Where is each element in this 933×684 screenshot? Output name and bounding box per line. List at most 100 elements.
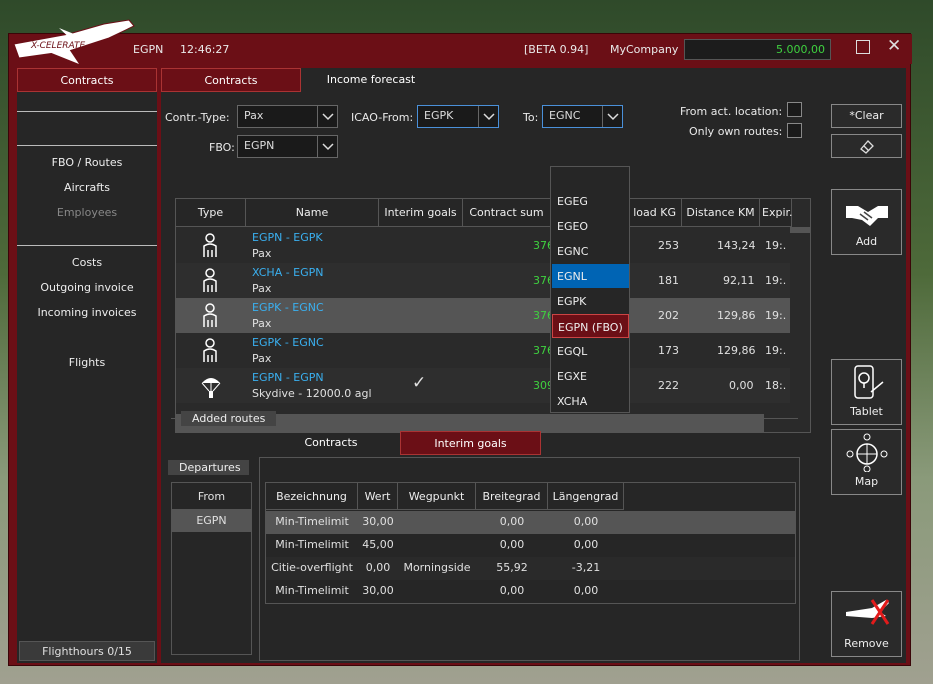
dropdown-option[interactable]: EGEG — [557, 195, 588, 208]
dropdown-option[interactable]: XCHA — [557, 395, 588, 408]
column-header-wegpunkt[interactable]: Wegpunkt — [398, 483, 476, 510]
column-header-bezeichnung[interactable]: Bezeichnung — [266, 483, 358, 510]
distance-km: 92,11 — [723, 274, 755, 287]
contracts-grid: Type Name Interim goals Contract sum loa… — [175, 198, 811, 433]
icao-from-select[interactable]: EGPK — [417, 105, 499, 128]
added-routes-section-label: Added routes — [181, 411, 277, 426]
cell-bezeichnung: Citie-overflight — [271, 561, 353, 574]
load-kg: 202 — [658, 309, 679, 322]
column-header-breitegrad[interactable]: Breitegrad — [476, 483, 548, 510]
contract-sum: 376 — [533, 239, 554, 252]
from-act-location-checkbox[interactable] — [787, 102, 802, 117]
table-row[interactable]: Citie-overflight 0,00 Morningside 55,92 … — [266, 557, 795, 580]
reset-filter-button[interactable] — [831, 134, 902, 158]
route-label: EGPK - EGNC — [252, 336, 324, 349]
cell-wert: 45,00 — [362, 538, 394, 551]
sidebar-contracts-button[interactable]: Contracts — [17, 68, 157, 92]
load-kg: 173 — [658, 344, 679, 357]
table-row[interactable]: XCHA - EGPN Pax 376 181 92,11 19:. — [176, 263, 792, 298]
remove-button[interactable]: Remove — [831, 591, 902, 657]
clear-button[interactable]: *Clear — [831, 104, 902, 128]
dropdown-empty-option[interactable] — [552, 169, 629, 191]
tablet-button[interactable]: Tablet — [831, 359, 902, 425]
sidebar-item-employees[interactable]: Employees — [56, 206, 118, 219]
divider — [17, 111, 157, 112]
interim-goals-table: Bezeichnung Wert Wegpunkt Breitegrad Län… — [265, 482, 796, 604]
sidebar-item-incoming-invoices[interactable]: Incoming invoices — [37, 306, 137, 319]
fbo-select[interactable]: EGPN — [237, 135, 338, 158]
tab-contracts[interactable]: Contracts — [161, 68, 301, 92]
expiration: 19:. — [765, 274, 787, 287]
sidebar-item-aircrafts[interactable]: Aircrafts — [64, 181, 110, 194]
expiration: 19:. — [765, 344, 787, 357]
tab-added-contracts[interactable]: Contracts — [304, 436, 358, 449]
table-row[interactable]: Min-Timelimit 45,00 0,00 0,00 — [266, 534, 795, 557]
sidebar-item-fbo-routes[interactable]: FBO / Routes — [51, 156, 123, 169]
chevron-down-icon — [317, 106, 337, 127]
to-select[interactable]: EGNC — [542, 105, 623, 128]
balance-display: 5.000,00 — [684, 39, 831, 60]
dropdown-option[interactable]: EGNC — [557, 245, 589, 258]
sidebar-item-outgoing-invoice[interactable]: Outgoing invoice — [40, 281, 134, 294]
distance-km: 0,00 — [729, 379, 754, 392]
table-row[interactable]: EGPN - EGPN Skydive - 12000.0 agl ✓ 309 … — [176, 368, 792, 403]
table-row-selected[interactable]: Min-Timelimit 30,00 0,00 0,00 — [266, 511, 795, 534]
list-item[interactable]: EGPN — [172, 510, 251, 532]
column-header-name[interactable]: Name — [246, 199, 379, 227]
dropdown-option[interactable]: EGQL — [557, 345, 588, 358]
sidebar-item-flights[interactable]: Flights — [68, 356, 106, 369]
globe-map-icon — [846, 433, 887, 473]
flighthours-indicator: Flighthours 0/15 — [19, 641, 155, 661]
cell-breitegrad: 0,00 — [499, 584, 525, 597]
dropdown-option-highlighted[interactable]: EGNL — [552, 264, 629, 288]
close-button[interactable]: ✕ — [887, 36, 902, 56]
add-button[interactable]: Add — [831, 189, 902, 255]
dropdown-option[interactable]: EGEO — [557, 220, 589, 233]
cell-laengengrad: 0,00 — [573, 515, 599, 528]
column-header-wert[interactable]: Wert — [358, 483, 398, 510]
dropdown-option[interactable]: EGXE — [557, 370, 587, 383]
sidebar: Contracts FBO / Routes Aircrafts Employe… — [17, 68, 157, 663]
table-row[interactable]: EGPK - EGNC Pax 376 173 129,86 19:. — [176, 333, 792, 368]
dropdown-option-fbo[interactable]: EGPN (FBO) — [552, 314, 629, 338]
vertical-scrollbar[interactable] — [790, 227, 810, 432]
parachute-icon — [201, 378, 221, 398]
column-header-distance[interactable]: Distance KM — [682, 199, 760, 227]
person-icon — [203, 338, 217, 362]
cell-bezeichnung: Min-Timelimit — [275, 538, 349, 551]
version-label: [BETA 0.94] — [524, 43, 589, 56]
add-label: Add — [855, 235, 878, 248]
dropdown-option[interactable]: EGPK — [557, 295, 587, 308]
contract-type-value: Pax — [244, 109, 264, 122]
contract-type-select[interactable]: Pax — [237, 105, 338, 128]
divider — [17, 145, 157, 146]
column-header-contract-sum[interactable]: Contract sum — [463, 199, 551, 227]
departures-label: Departures — [168, 460, 249, 475]
cell-wert: 0,00 — [365, 561, 391, 574]
contract-type-label: Contr.-Type: — [165, 111, 230, 124]
tab-interim-goals[interactable]: Interim goals — [400, 431, 541, 455]
cell-wert: 30,00 — [362, 584, 394, 597]
cell-breitegrad: 55,92 — [496, 561, 528, 574]
clock: 12:46:27 — [180, 43, 230, 56]
sidebar-item-costs[interactable]: Costs — [71, 256, 103, 269]
map-button[interactable]: Map — [831, 429, 902, 495]
distance-km: 129,86 — [717, 344, 756, 357]
column-header-expiration[interactable]: Expir. — [760, 199, 793, 227]
column-header-type[interactable]: Type — [176, 199, 246, 227]
route-sub: Pax — [252, 317, 272, 330]
table-row[interactable]: Min-Timelimit 30,00 0,00 0,00 — [266, 580, 795, 603]
table-row[interactable]: EGPN - EGPK Pax 376 253 143,24 19:. — [176, 228, 792, 263]
only-own-routes-checkbox[interactable] — [787, 123, 802, 138]
expiration: 18:. — [765, 379, 787, 392]
table-row-selected[interactable]: EGPK - EGNC Pax 376 202 129,86 19:. — [176, 298, 792, 333]
column-header-interim-goals[interactable]: Interim goals — [379, 199, 463, 227]
maximize-button[interactable] — [856, 40, 870, 54]
to-value: EGNC — [549, 109, 581, 122]
svg-text:X-CELERATE: X-CELERATE — [30, 41, 86, 51]
from-column-header[interactable]: From — [172, 483, 251, 510]
route-sub: Pax — [252, 282, 272, 295]
cell-laengengrad: 0,00 — [573, 584, 599, 597]
tab-income-forecast[interactable]: Income forecast — [326, 73, 416, 86]
column-header-laengengrad[interactable]: Längengrad — [548, 483, 624, 510]
